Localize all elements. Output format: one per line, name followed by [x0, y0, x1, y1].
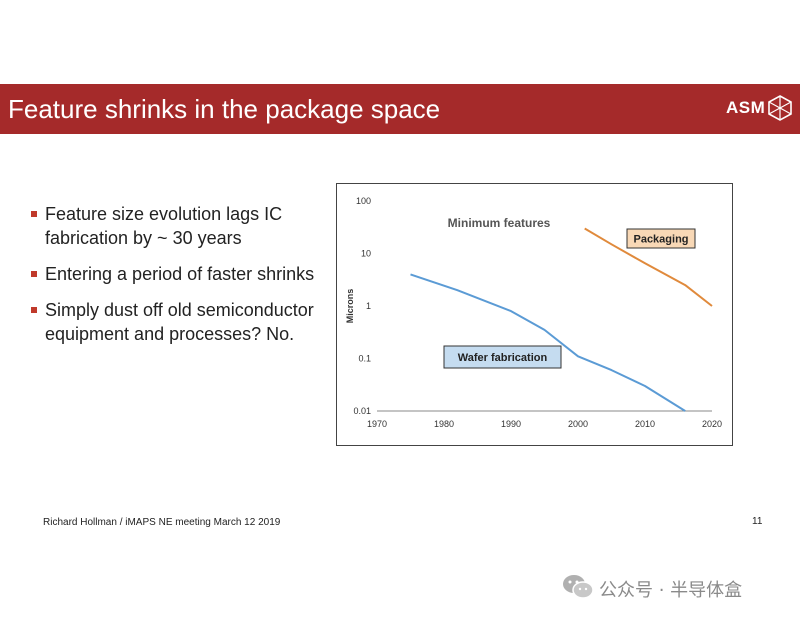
bullet-text: Feature size evolution lags IC fabricati… [45, 204, 283, 248]
y-tick-label: 1 [366, 301, 371, 311]
series-label-packaging: Packaging [633, 234, 688, 246]
title-bar: Feature shrinks in the package space ASM [0, 84, 800, 134]
y-tick-label: 10 [361, 249, 371, 259]
x-tick-label: 1990 [501, 419, 521, 429]
bullet-text: Simply dust off old semiconductor equipm… [45, 300, 314, 344]
y-axis-label: Microns [345, 289, 355, 324]
series-label-box-packaging [626, 228, 696, 249]
y-tick-label: 0.01 [353, 406, 371, 416]
wechat-icon [563, 575, 594, 599]
bullet-text: Entering a period of faster shrinks [45, 264, 315, 284]
series-label-box-wafer-fabrication [443, 345, 562, 369]
asm-logo-icon [768, 95, 792, 121]
bullet-square-icon [31, 211, 37, 217]
asm-logo-text: ASM [726, 98, 766, 117]
slide-title: Feature shrinks in the package space [8, 94, 441, 124]
page-number: 11 [752, 516, 763, 527]
chart-canvas: 1970 1980 1990 2000 2010 2020 100 10 1 0.1 0.01 Mic… [345, 196, 722, 429]
series-line-packaging [584, 227, 713, 307]
bullet-item: Simply dust off old semiconductor equipm… [30, 298, 330, 346]
bullet-item: Feature size evolution lags IC fabricati… [30, 202, 330, 250]
x-tick-label: 2000 [568, 419, 588, 429]
y-tick-label: 100 [356, 196, 371, 206]
feature-size-chart: 1970 1980 1990 2000 2010 2020 100 10 1 0.1 0.01 Mic… [336, 183, 733, 446]
bullet-list: Feature size evolution lags IC fabricati… [30, 202, 330, 358]
chart-title: Minimum features [448, 216, 551, 230]
x-tick-label: 1970 [367, 419, 387, 429]
footer-text: Richard Hollman / iMAPS NE meeting March… [43, 517, 281, 528]
x-tick-label: 2010 [635, 419, 655, 429]
series-label-wafer-fabrication: Wafer fabrication [458, 352, 548, 364]
bullet-item: Entering a period of faster shrinks [30, 262, 330, 286]
series-line-wafer-fabrication [410, 273, 686, 412]
y-tick-label: 0.1 [358, 354, 371, 364]
bullet-square-icon [31, 307, 37, 313]
x-tick-label: 2020 [702, 419, 722, 429]
x-tick-label: 1980 [434, 419, 454, 429]
bullet-square-icon [31, 271, 37, 277]
watermark-text: 公众号 · 半导体盒 [599, 580, 743, 601]
